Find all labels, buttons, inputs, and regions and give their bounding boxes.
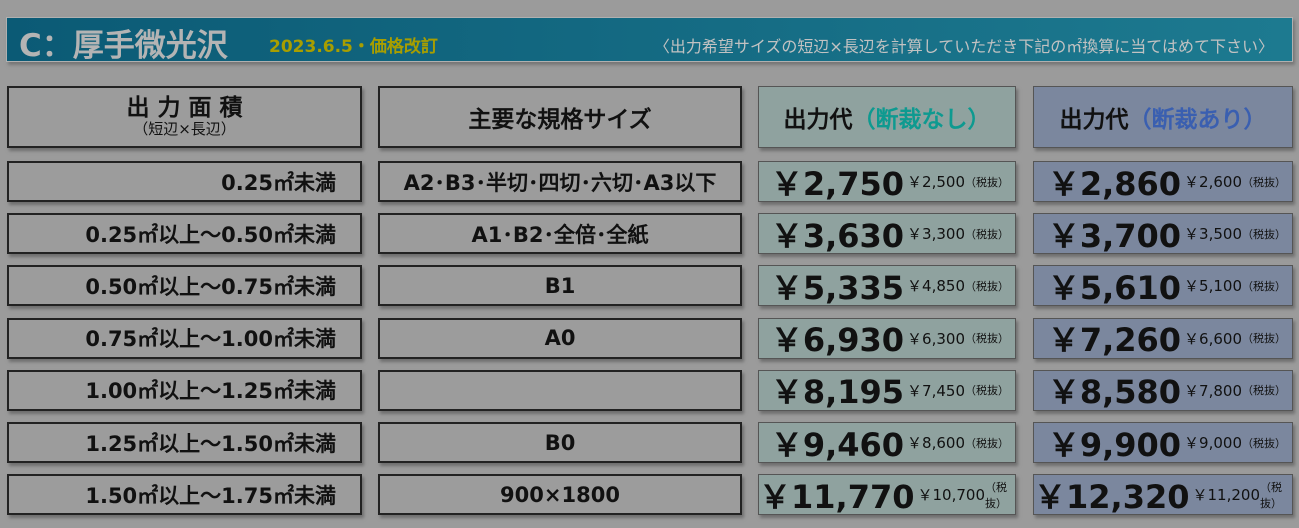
row-area: 1.00㎡以上～1.25㎡未満 [7, 369, 362, 411]
row-price-cut: ￥8,580 ￥7,800 （税抜） [1033, 369, 1293, 412]
price-incl-tax: ￥6,930 [770, 321, 905, 360]
price-excl-tax: ￥11,200 [1192, 486, 1261, 505]
price-incl-tax: ￥8,195 [770, 373, 905, 412]
row-size: 900×1800 [378, 474, 742, 516]
price-excl-tax: ￥7,800 [1184, 381, 1242, 400]
area-range: 0.50㎡以上～0.75㎡未満 [85, 274, 336, 299]
row-price-nocut: ￥2,750 ￥2,500 （税抜） [758, 161, 1016, 203]
row-price-cut: ￥7,260 ￥6,600 （税抜） [1033, 317, 1293, 360]
standard-size: A1･B2･全倍･全紙 [471, 222, 649, 247]
area-range: 1.00㎡以上～1.25㎡未満 [85, 379, 336, 404]
row-price-cut: ￥12,320 ￥11,200 （税抜） [1033, 474, 1293, 516]
tax-label: （税抜） [965, 175, 1009, 189]
price-excl-tax: ￥2,500 [907, 173, 965, 191]
tax-label: （税抜） [965, 279, 1009, 293]
standard-size: B1 [544, 273, 576, 298]
price-excl-tax: ￥3,500 [1184, 225, 1242, 244]
header-cut: 出力代 （断裁あり） [1033, 86, 1293, 148]
row-price-nocut: ￥3,630 ￥3,300 （税抜） [758, 213, 1016, 255]
standard-size: B0 [544, 430, 576, 455]
row-area: 0.25㎡以上～0.50㎡未満 [7, 213, 362, 255]
price-excl-tax: ￥5,100 [1184, 277, 1242, 296]
row-area: 0.75㎡以上～1.00㎡未満 [7, 317, 362, 359]
price-incl-tax: ￥5,610 [1047, 268, 1182, 307]
header-nocut-paren: （断裁なし） [852, 107, 991, 133]
row-area: 1.25㎡以上～1.50㎡未満 [7, 422, 362, 463]
tax-label: （税抜） [1242, 436, 1286, 450]
price-incl-tax: ￥8,580 [1047, 373, 1182, 412]
header-cut-paren: （断裁あり） [1128, 107, 1267, 133]
row-price-nocut: ￥6,930 ￥6,300 （税抜） [758, 317, 1016, 360]
price-incl-tax: ￥2,750 [770, 164, 905, 203]
page-title: C：厚手微光沢 [19, 28, 228, 64]
price-excl-tax: ￥8,600 [907, 434, 965, 452]
row-price-cut: ￥2,860 ￥2,600 （税抜） [1033, 161, 1293, 203]
row-area: 1.50㎡以上～1.75㎡未満 [7, 474, 362, 516]
tax-label: （税抜） [1242, 384, 1286, 398]
tax-label: （税抜） [1242, 227, 1286, 241]
standard-size: 900×1800 [500, 482, 620, 507]
price-incl-tax: ￥2,860 [1047, 164, 1182, 203]
header-size-label: 主要な規格サイズ [468, 107, 652, 133]
area-range: 0.25㎡以上～0.50㎡未満 [85, 222, 336, 247]
row-size: A1･B2･全倍･全紙 [378, 213, 742, 255]
tax-label: （税抜） [985, 480, 1007, 510]
price-excl-tax: ￥6,300 [907, 329, 965, 348]
price-excl-tax: ￥10,700 [917, 486, 986, 505]
instruction-note: 〈出力希望サイズの短辺×長辺を計算していただき下記の㎡換算に当てはめて下さい〉 [653, 37, 1274, 56]
area-range: 0.75㎡以上～1.00㎡未満 [85, 327, 336, 352]
price-excl-tax: ￥9,000 [1184, 434, 1242, 452]
row-area: 0.50㎡以上～0.75㎡未満 [7, 265, 362, 307]
header-size: 主要な規格サイズ [378, 86, 742, 148]
row-price-nocut: ￥11,770 ￥10,700 （税抜） [758, 474, 1016, 516]
price-incl-tax: ￥9,460 [770, 425, 905, 464]
row-size [378, 369, 742, 411]
revision-date: 2023.6.5・価格改訂 [269, 37, 438, 57]
tax-label: （税抜） [1242, 279, 1286, 293]
price-incl-tax: ￥7,260 [1047, 321, 1182, 360]
title-bar: C：厚手微光沢 2023.6.5・価格改訂 〈出力希望サイズの短辺×長辺を計算し… [6, 17, 1293, 64]
price-excl-tax: ￥6,600 [1184, 329, 1242, 348]
price-incl-tax: ￥9,900 [1047, 425, 1182, 464]
price-incl-tax: ￥12,320 [1034, 477, 1190, 516]
header-area-sub: （短辺×長辺） [133, 120, 236, 139]
row-price-cut: ￥5,610 ￥5,100 （税抜） [1033, 265, 1293, 307]
price-incl-tax: ￥11,770 [759, 477, 915, 516]
tax-label: （税抜） [1260, 480, 1282, 510]
row-area: 0.25㎡未満 [7, 161, 362, 202]
header-cut-label: 出力代 [1059, 107, 1129, 133]
price-excl-tax: ￥4,850 [907, 277, 965, 296]
header-nocut: 出力代 （断裁なし） [758, 86, 1016, 148]
standard-size: A0 [544, 326, 576, 351]
tax-label: （税抜） [1242, 175, 1286, 189]
price-excl-tax: ￥7,450 [907, 381, 965, 400]
row-price-nocut: ￥5,335 ￥4,850 （税抜） [758, 265, 1016, 307]
price-excl-tax: ￥2,600 [1184, 173, 1242, 191]
row-size: A2･B3･半切･四切･六切･A3以下 [378, 161, 742, 202]
area-range: 1.25㎡以上～1.50㎡未満 [85, 431, 336, 456]
tax-label: （税抜） [965, 227, 1009, 241]
tax-label: （税抜） [1242, 332, 1286, 346]
standard-size: A2･B3･半切･四切･六切･A3以下 [403, 170, 717, 195]
row-size: B1 [378, 265, 742, 307]
price-incl-tax: ￥3,630 [770, 216, 905, 255]
price-excl-tax: ￥3,300 [907, 225, 965, 244]
row-price-cut: ￥3,700 ￥3,500 （税抜） [1033, 213, 1293, 255]
tax-label: （税抜） [965, 384, 1009, 398]
row-size: B0 [378, 422, 742, 463]
row-price-nocut: ￥9,460 ￥8,600 （税抜） [758, 422, 1016, 464]
tax-label: （税抜） [965, 332, 1009, 346]
price-incl-tax: ￥3,700 [1047, 216, 1182, 255]
area-range: 1.50㎡以上～1.75㎡未満 [85, 483, 336, 508]
tax-label: （税抜） [965, 436, 1009, 450]
row-price-nocut: ￥8,195 ￥7,450 （税抜） [758, 369, 1016, 412]
row-size: A0 [378, 317, 742, 359]
area-range: 0.25㎡未満 [221, 170, 336, 195]
price-incl-tax: ￥5,335 [770, 268, 905, 307]
header-area-label: 出 力 面 積 [126, 95, 243, 122]
row-price-cut: ￥9,900 ￥9,000 （税抜） [1033, 422, 1293, 464]
header-nocut-label: 出力代 [783, 107, 853, 133]
header-area: 出 力 面 積 （短辺×長辺） [7, 86, 362, 148]
